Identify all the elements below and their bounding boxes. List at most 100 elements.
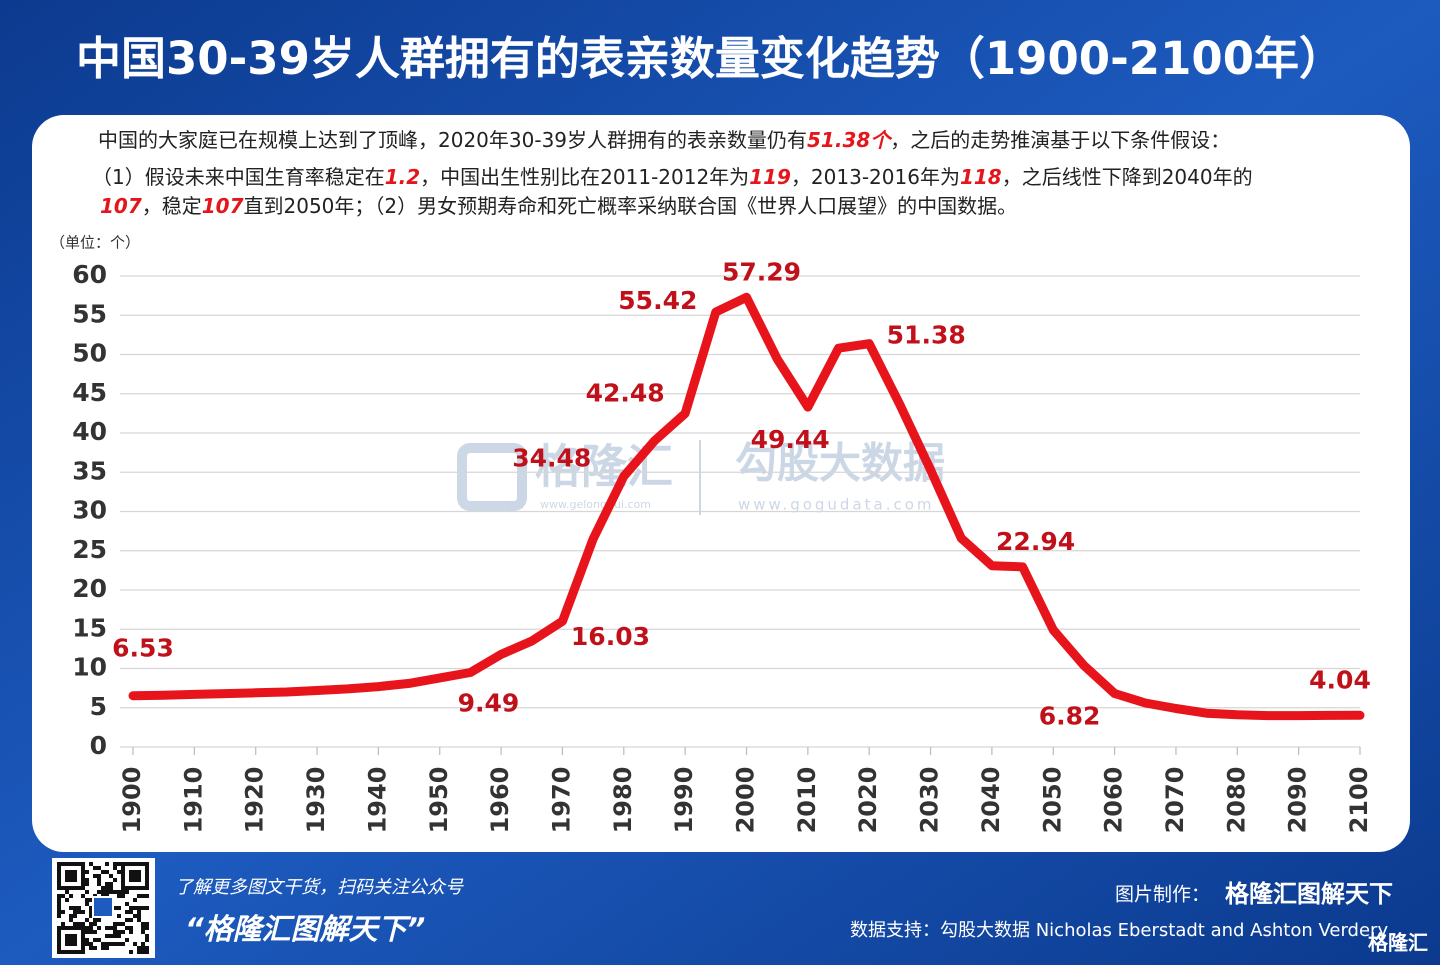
data-label: 4.04 (1309, 665, 1371, 694)
qr-module (97, 874, 101, 878)
qr-module (65, 890, 69, 894)
y-tick-label: 20 (72, 574, 107, 603)
note-line: （1）假设未来中国生育率稳定在1.2，中国出生性别比在2011-2012年为11… (92, 165, 1253, 189)
qr-module (81, 878, 85, 882)
qr-module (137, 886, 141, 890)
qr-module (137, 906, 141, 910)
note-highlight: 107 (100, 194, 142, 218)
qr-module (89, 930, 93, 934)
qr-module (137, 870, 141, 874)
qr-module (89, 910, 93, 914)
x-tick-label: 1940 (363, 767, 391, 834)
panel (32, 115, 1410, 852)
qr-module (121, 922, 125, 926)
note-highlight: 118 (960, 165, 1002, 189)
qr-module (85, 926, 89, 930)
qr-module (73, 934, 77, 938)
qr-center (92, 896, 114, 918)
qr-module (133, 914, 137, 918)
y-tick-label: 0 (90, 731, 107, 760)
qr-module (137, 874, 141, 878)
qr-module (145, 862, 149, 866)
data-line (128, 292, 1365, 721)
data-label: 6.53 (112, 634, 174, 663)
qr-module (125, 926, 129, 930)
qr-module (141, 886, 145, 890)
qr-module (141, 946, 145, 950)
qr-module (77, 862, 81, 866)
qr-module (133, 898, 137, 902)
qr-module (121, 894, 125, 898)
qr-module (97, 890, 101, 894)
qr-module (145, 886, 149, 890)
qr-module (125, 862, 129, 866)
qr-module (105, 862, 109, 866)
data-label: 22.94 (996, 527, 1075, 556)
qr-module (65, 878, 69, 882)
qr-module (81, 934, 85, 938)
x-tick-label: 1970 (547, 767, 575, 834)
qr-module (145, 950, 149, 954)
qr-module (77, 906, 81, 910)
qr-module (121, 874, 125, 878)
watermark: 格隆汇 www.gelonghui.com 勾股大数据 www.gogudata… (457, 439, 945, 515)
qr-module (137, 878, 141, 882)
x-tick-label: 1920 (241, 767, 269, 834)
qr-module (69, 942, 73, 946)
qr-module (57, 926, 61, 930)
qr-module (121, 866, 125, 870)
qr-module (69, 886, 73, 890)
qr-module (65, 942, 69, 946)
qr-module (69, 950, 73, 954)
qr-module (145, 946, 149, 950)
qr-module (57, 902, 61, 906)
unit-label: （单位：个） (50, 234, 140, 252)
qr-module (81, 930, 85, 934)
watermark-logo: 勾股大数据 (735, 439, 945, 488)
qr-module (145, 906, 149, 910)
qr-module (125, 890, 129, 894)
qr-module (129, 906, 133, 910)
qr-module (133, 886, 137, 890)
qr-module (113, 906, 117, 910)
qr-module (93, 930, 97, 934)
qr-module (69, 862, 73, 866)
qr-module (141, 922, 145, 926)
y-tick-label: 45 (72, 378, 107, 407)
qr-module (81, 942, 85, 946)
qr-module (57, 934, 61, 938)
qr-module (85, 890, 89, 894)
qr-module (129, 918, 133, 922)
qr-module (73, 914, 77, 918)
qr-module (113, 922, 117, 926)
qr-module (69, 938, 73, 942)
qr-module (97, 878, 101, 882)
qr-module (117, 934, 121, 938)
qr-module (141, 950, 145, 954)
chart: 0 5 10 15 20 25 30 35 40 45 50 55 60 1900 1910 1920 1930… (72, 257, 1373, 833)
qr-module (57, 870, 61, 874)
qr-module (73, 862, 77, 866)
qr-module (69, 906, 73, 910)
y-tick-label: 5 (90, 692, 107, 721)
y-tick-label: 40 (72, 417, 107, 446)
note-text: ，之后的走势推演基于以下条件假设： (890, 128, 1230, 152)
qr-module (61, 910, 65, 914)
qr-module (89, 914, 93, 918)
qr-module (93, 874, 97, 878)
qr-module (65, 898, 69, 902)
qr-module (57, 938, 61, 942)
qr-module (117, 922, 121, 926)
qr-module (117, 930, 121, 934)
y-tick-label: 25 (72, 535, 107, 564)
x-tick-label: 1990 (670, 767, 698, 834)
x-tick-label: 2030 (916, 767, 944, 834)
qr-module (69, 934, 73, 938)
qr-module (145, 934, 149, 938)
qr-module (117, 870, 121, 874)
qr-module (113, 890, 117, 894)
qr-module (57, 898, 61, 902)
qr-module (97, 882, 101, 886)
qr-module (77, 886, 81, 890)
